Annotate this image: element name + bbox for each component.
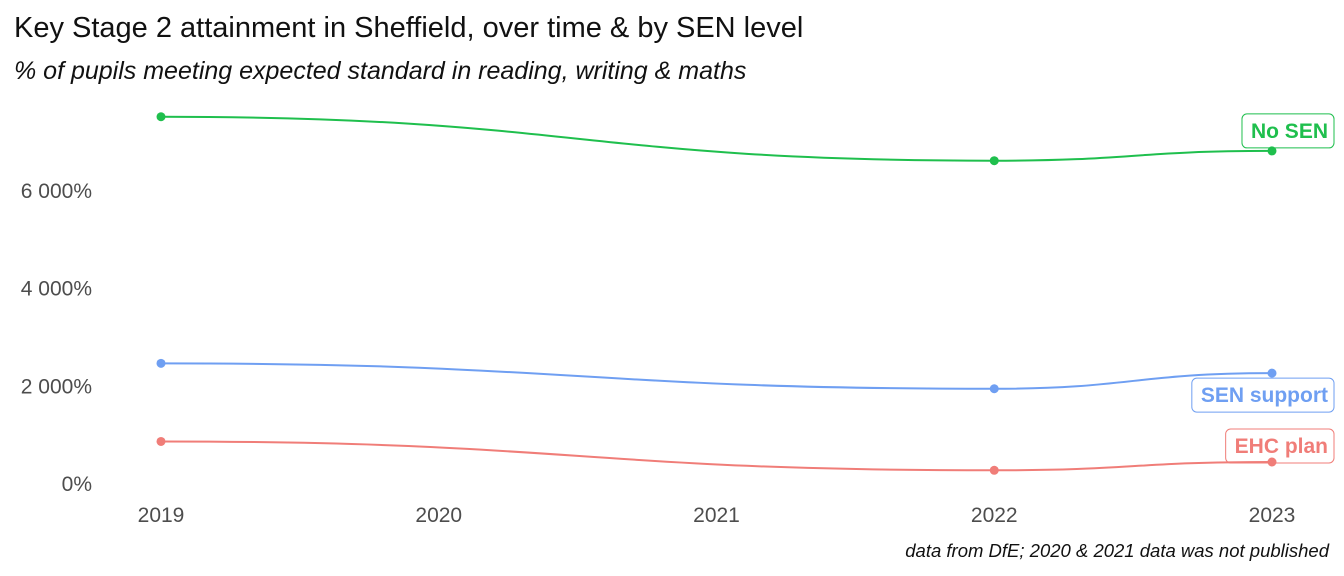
series-end-labels: No SEN SEN support EHC plan — [1191, 113, 1335, 464]
data-point-sen-support — [1267, 368, 1277, 378]
y-axis-ticks: 0% 2 000% 4 000% 6 000% — [21, 180, 92, 496]
y-tick-label: 0% — [62, 473, 92, 496]
y-tick-label: 6 000% — [21, 180, 92, 203]
x-tick-label: 2020 — [415, 504, 462, 527]
series-line-ehc-plan — [160, 440, 1273, 472]
data-point-sen-support — [156, 358, 166, 368]
data-point-no-sen — [156, 112, 166, 122]
data-point-no-sen — [989, 156, 999, 166]
series-label-no-sen: No SEN — [1251, 120, 1328, 143]
series-label-sen-support: SEN support — [1201, 384, 1328, 407]
series-line-sen-support — [160, 362, 1273, 390]
x-tick-label: 2019 — [138, 504, 185, 527]
x-axis-ticks: 2019 2020 2021 2022 2023 — [138, 504, 1296, 527]
series-points — [156, 112, 1277, 475]
chart-title: Key Stage 2 attainment in Sheffield, ove… — [14, 12, 804, 44]
data-point-ehc-plan — [989, 465, 999, 475]
x-tick-label: 2021 — [693, 504, 740, 527]
series-label-box-sen-support — [1191, 377, 1335, 413]
data-point-sen-support — [989, 384, 999, 394]
data-point-ehc-plan — [156, 436, 166, 446]
y-tick-label: 4 000% — [21, 278, 92, 301]
data-point-no-sen — [1267, 146, 1277, 156]
x-tick-label: 2023 — [1249, 504, 1296, 527]
y-tick-label: 2 000% — [21, 375, 92, 398]
x-tick-label: 2022 — [971, 504, 1018, 527]
series-label-ehc-plan: EHC plan — [1235, 435, 1328, 458]
data-point-ehc-plan — [1267, 457, 1277, 467]
series-label-box-ehc-plan — [1225, 428, 1335, 464]
series-lines — [160, 115, 1273, 472]
chart-caption: data from DfE; 2020 & 2021 data was not … — [905, 540, 1329, 561]
chart-subtitle: % of pupils meeting expected standard in… — [14, 57, 747, 85]
series-line-no-sen — [160, 115, 1273, 162]
series-label-box-no-sen — [1241, 113, 1335, 149]
